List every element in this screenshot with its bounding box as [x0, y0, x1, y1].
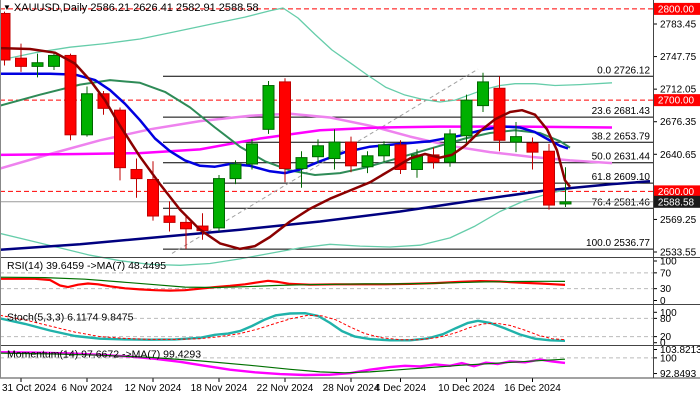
price-level-badge-label: 2600.00	[658, 187, 695, 198]
candle-body	[477, 81, 489, 107]
x-axis-tick-label: 12 Nov 2024	[125, 383, 182, 394]
chart-title: ▼ XAUUSD,Daily 2586.21 2626.41 2582.91 25…	[3, 2, 259, 14]
fib-level-label: 50.0 2631.44	[592, 152, 651, 163]
candle-body	[295, 157, 308, 170]
momentum-axis-label: 103.8213	[660, 345, 700, 356]
fib-level-label: 0.0 2726.12	[597, 65, 650, 76]
stochastic-axis-label: 20	[660, 332, 672, 343]
fib-level-label: 100.0 2536.77	[586, 238, 650, 249]
stochastic-series-d	[0, 314, 566, 341]
candle-body	[48, 54, 60, 67]
y-axis-tick-label: 2676.35	[660, 117, 697, 128]
x-axis-tick-label: 28 Nov 2024	[323, 383, 380, 394]
candle-body	[460, 99, 473, 137]
rsi-axis-label: 30	[660, 284, 672, 295]
candle-body	[163, 215, 176, 223]
candle-body	[246, 143, 258, 165]
stochastic-indicator-label: Stoch(5,3,3) 6.1174 9.8475	[7, 311, 134, 323]
last-price-badge	[654, 195, 700, 208]
stochastic-series-k	[0, 312, 566, 342]
stochastic-axis-label: 0	[660, 338, 666, 349]
stochastic-axis-label: 80	[660, 314, 672, 325]
candle-body	[114, 109, 126, 169]
candle-body	[262, 85, 275, 130]
x-axis-tick-label: 10 Dec 2024	[438, 383, 495, 394]
candle-body	[312, 145, 324, 158]
candle-body	[130, 168, 143, 180]
candle-body	[345, 141, 357, 167]
x-axis-tick-label: 16 Dec 2024	[504, 383, 561, 394]
fib-level-label: 76.4 2581.46	[592, 197, 651, 208]
candle-body	[81, 93, 93, 136]
overlay-upper-band	[0, 7, 613, 103]
candle-body	[510, 136, 522, 143]
rsi-indicator-label: RSI(14) 39.6459 ->MA(7) 48.4495	[7, 260, 166, 272]
y-axis-tick-label: 2533.55	[660, 248, 697, 259]
candle-body	[213, 178, 225, 229]
y-axis-tick-label: 2783.45	[660, 20, 697, 31]
fib-level-label: 23.6 2681.43	[592, 106, 651, 117]
x-axis-tick-label: 22 Nov 2024	[257, 383, 314, 394]
candle-body	[411, 154, 423, 170]
fib-level-label: 61.8 2609.10	[592, 172, 651, 183]
price-level-badge-label: 2800.00	[658, 4, 695, 15]
last-price-badge-label: 2588.58	[658, 197, 695, 208]
momentum-indicator-label: Momentum(14) 97.6672 ->MA(7) 99.4293	[7, 349, 201, 361]
candle-body	[543, 150, 555, 206]
candle-body	[180, 221, 192, 230]
x-axis-tick-label: 18 Nov 2024	[191, 383, 248, 394]
chart-dropdown-icon[interactable]: ▼	[3, 3, 11, 12]
rsi-axis-label: 100	[660, 257, 677, 268]
price-level-badge	[654, 2, 700, 15]
overlay-ma-navy-slow	[0, 180, 651, 252]
rsi-axis-label: 70	[660, 268, 672, 279]
y-axis-tick-label: 2712.05	[660, 85, 697, 96]
candle-body	[526, 142, 539, 153]
momentum-series-ma7	[0, 352, 566, 374]
candle-body	[15, 57, 27, 67]
candle-body	[147, 179, 159, 217]
price-level-badge-label: 2700.00	[658, 96, 695, 107]
candle-body	[229, 163, 242, 180]
candle-body	[328, 141, 341, 160]
rsi-axis-label: 0	[660, 296, 666, 307]
rsi-series-rsi14	[0, 277, 566, 292]
chart-ohlc-readout: 2586.21 2626.41 2582.91 2588.58	[90, 2, 259, 14]
candle-body	[361, 155, 374, 168]
candle-body	[31, 62, 44, 67]
overlay-lower-band	[0, 183, 613, 266]
candle-body	[0, 12, 11, 61]
candle-body	[559, 201, 572, 205]
candle-body	[279, 81, 291, 170]
price-level-badge	[654, 94, 700, 107]
y-axis-tick-label: 2640.65	[660, 150, 697, 161]
chart-symbol-period: XAUUSD,Daily	[13, 2, 88, 14]
y-axis-tick-label: 2569.25	[660, 215, 697, 226]
price-level-badge	[654, 185, 700, 198]
candle-body	[378, 144, 390, 157]
stochastic-axis-label: 100	[660, 308, 677, 319]
x-axis-tick-label: 31 Oct 2024	[2, 383, 57, 394]
fib-level-label: 38.2 2653.79	[592, 131, 651, 142]
overlay-ma-blue	[0, 72, 569, 175]
x-axis-tick-label: 6 Nov 2024	[61, 383, 113, 394]
x-axis-tick-label: 4 Dec 2024	[375, 383, 427, 394]
candle-body	[97, 93, 110, 109]
momentum-axis-label: 92.8493	[660, 369, 697, 380]
y-axis-tick-label: 2747.75	[660, 52, 697, 63]
rsi-series-ma7	[0, 276, 566, 289]
candle-body	[394, 144, 407, 170]
candle-body	[444, 133, 456, 163]
momentum-axis-label: 100	[660, 353, 677, 364]
overlay-ma-maroon-fast	[0, 46, 571, 251]
candle-body	[64, 54, 77, 136]
